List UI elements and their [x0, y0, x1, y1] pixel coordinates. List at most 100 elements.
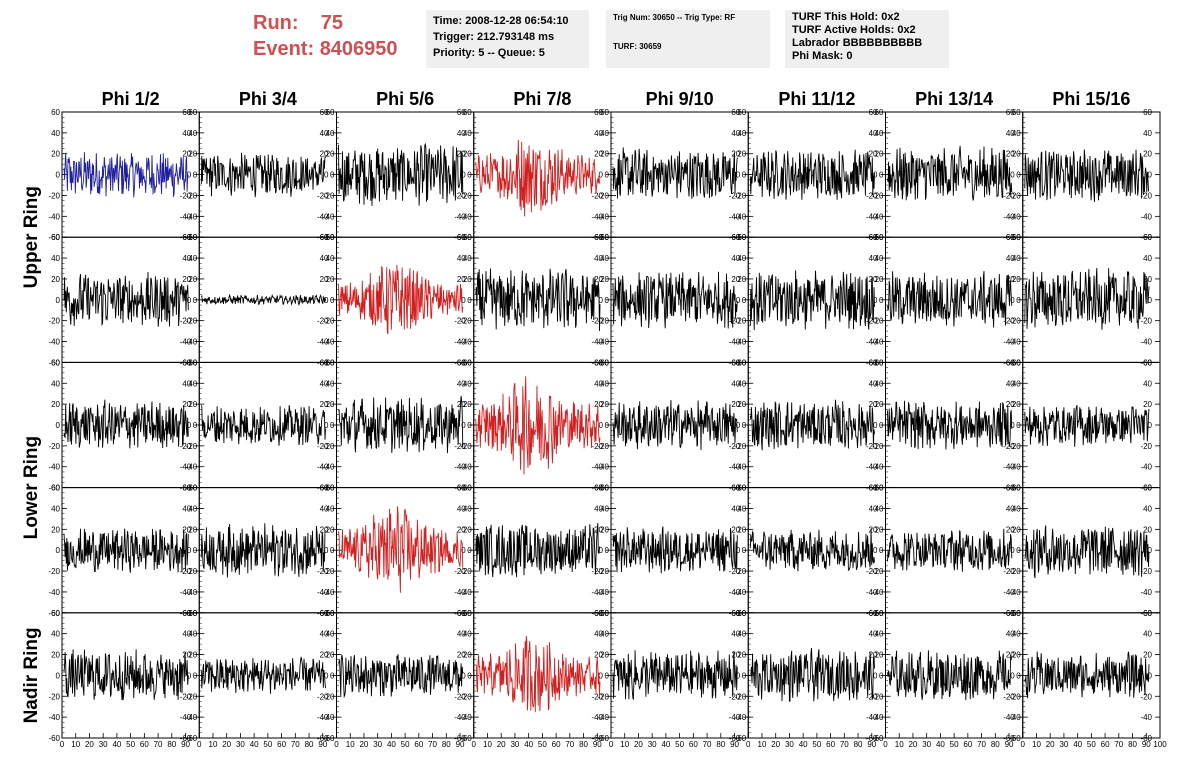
x-tick-label: 60	[140, 740, 149, 749]
y-tick-label-right: 20	[869, 275, 878, 284]
x-tick-label: 10	[1032, 740, 1041, 749]
y-tick-label-left: 60	[188, 108, 197, 117]
y-tick-label-right: 0	[324, 421, 329, 430]
y-tick-label-left: 20	[600, 525, 609, 534]
y-tick-label-left: -60	[48, 358, 60, 367]
waveform-trace	[63, 271, 189, 327]
y-tick-label-left: -20	[48, 191, 60, 200]
y-tick-label-left: 40	[737, 504, 746, 513]
y-tick-label-right: 60	[594, 233, 603, 242]
y-tick-label-left: -20	[597, 317, 609, 326]
x-tick-label: 50	[263, 740, 272, 749]
y-tick-label-left: -20	[48, 442, 60, 451]
waveform-trace	[612, 399, 738, 451]
y-tick-label-right: 0	[461, 296, 466, 305]
y-tick-label-left: -20	[323, 442, 335, 451]
y-tick-label-left: -20	[1009, 317, 1021, 326]
y-tick-label-right: 60	[869, 358, 878, 367]
waveform-trace	[63, 528, 189, 573]
turf-active-holds-line: TURF Active Holds: 0x2	[792, 24, 916, 36]
y-tick-label-left: -40	[186, 713, 198, 722]
y-tick-label-left: -60	[323, 609, 335, 618]
x-tick-label: 30	[785, 740, 794, 749]
y-tick-label-right: -40	[1003, 588, 1015, 597]
y-tick-label-left: 0	[193, 171, 198, 180]
y-tick-label-right: -60	[729, 734, 741, 743]
y-tick-label-left: 20	[875, 400, 884, 409]
y-tick-label-left: -40	[460, 713, 472, 722]
turf-line: TURF: 30659	[613, 42, 662, 51]
y-tick-label-right: 0	[324, 671, 329, 680]
waveform-trace	[338, 395, 464, 454]
y-tick-label-left: -20	[1009, 692, 1021, 701]
y-tick-label-right: 40	[457, 379, 466, 388]
y-tick-label-left: 20	[326, 150, 335, 159]
y-tick-label-left: 60	[463, 484, 472, 493]
y-tick-label-right: 60	[594, 108, 603, 117]
x-tick-label: 70	[291, 740, 300, 749]
y-tick-label-right: -40	[1003, 338, 1015, 347]
y-tick-label-left: 0	[193, 421, 198, 430]
y-tick-label-right: 40	[320, 379, 329, 388]
x-tick-label: 100	[1153, 740, 1167, 749]
y-tick-label-right: 40	[320, 630, 329, 639]
y-tick-label-left: 0	[605, 546, 610, 555]
x-tick-label: 20	[634, 740, 643, 749]
y-tick-label-right: 40	[594, 379, 603, 388]
y-tick-label-left: -40	[323, 463, 335, 472]
y-tick-label-left: 20	[51, 525, 60, 534]
y-tick-label-right: 20	[731, 150, 740, 159]
y-tick-label-left: -20	[186, 567, 198, 576]
y-tick-label-left: 60	[188, 358, 197, 367]
y-tick-label-right: 20	[182, 525, 191, 534]
y-tick-label-left: 0	[467, 296, 472, 305]
y-tick-label-left: 40	[51, 379, 60, 388]
y-tick-label-right: 60	[731, 233, 740, 242]
x-tick-label: 90	[456, 740, 465, 749]
y-tick-label-left: 40	[875, 504, 884, 513]
y-tick-label-left: 20	[188, 275, 197, 284]
y-tick-label-right: 20	[182, 651, 191, 660]
y-tick-label-left: 60	[737, 484, 746, 493]
y-tick-label-left: -60	[48, 484, 60, 493]
y-tick-label-right: 60	[1143, 484, 1152, 493]
x-tick-label: 0	[609, 740, 614, 749]
y-tick-label-left: -20	[323, 567, 335, 576]
y-tick-label-right: 0	[187, 546, 192, 555]
y-tick-label-left: 20	[875, 651, 884, 660]
y-tick-label-left: 60	[326, 108, 335, 117]
x-tick-label: 0	[472, 740, 477, 749]
y-tick-label-right: 40	[182, 630, 191, 639]
y-tick-label-right: -40	[317, 212, 329, 221]
y-tick-label-left: 20	[51, 150, 60, 159]
y-tick-label-left: 0	[1016, 546, 1021, 555]
x-tick-label: 80	[442, 740, 451, 749]
y-tick-label-right: -40	[1140, 713, 1152, 722]
y-tick-label-left: -60	[872, 233, 884, 242]
y-tick-label-left: -40	[597, 713, 609, 722]
turf-holds-info: TURF This Hold: 0x2 TURF Active Holds: 0…	[785, 10, 949, 68]
time-trigger-info: Time: 2008-12-28 06:54:10 Trigger: 212.7…	[426, 10, 589, 68]
y-tick-label-left: -40	[323, 588, 335, 597]
y-tick-label-left: 40	[875, 254, 884, 263]
y-tick-label-right: 40	[1006, 129, 1015, 138]
x-tick-label: 30	[648, 740, 657, 749]
y-tick-label-right: 40	[869, 504, 878, 513]
row-group-label: Upper Ring	[21, 186, 42, 288]
y-tick-label-left: 0	[193, 671, 198, 680]
y-tick-label-right: 20	[594, 150, 603, 159]
y-tick-label-right: 0	[736, 546, 741, 555]
x-tick-label: 80	[854, 740, 863, 749]
y-tick-label-right: -20	[591, 692, 603, 701]
waveform-trace	[200, 405, 326, 446]
x-tick-label: 30	[99, 740, 108, 749]
y-tick-label-right: 20	[182, 400, 191, 409]
waveform-trace	[475, 139, 601, 217]
